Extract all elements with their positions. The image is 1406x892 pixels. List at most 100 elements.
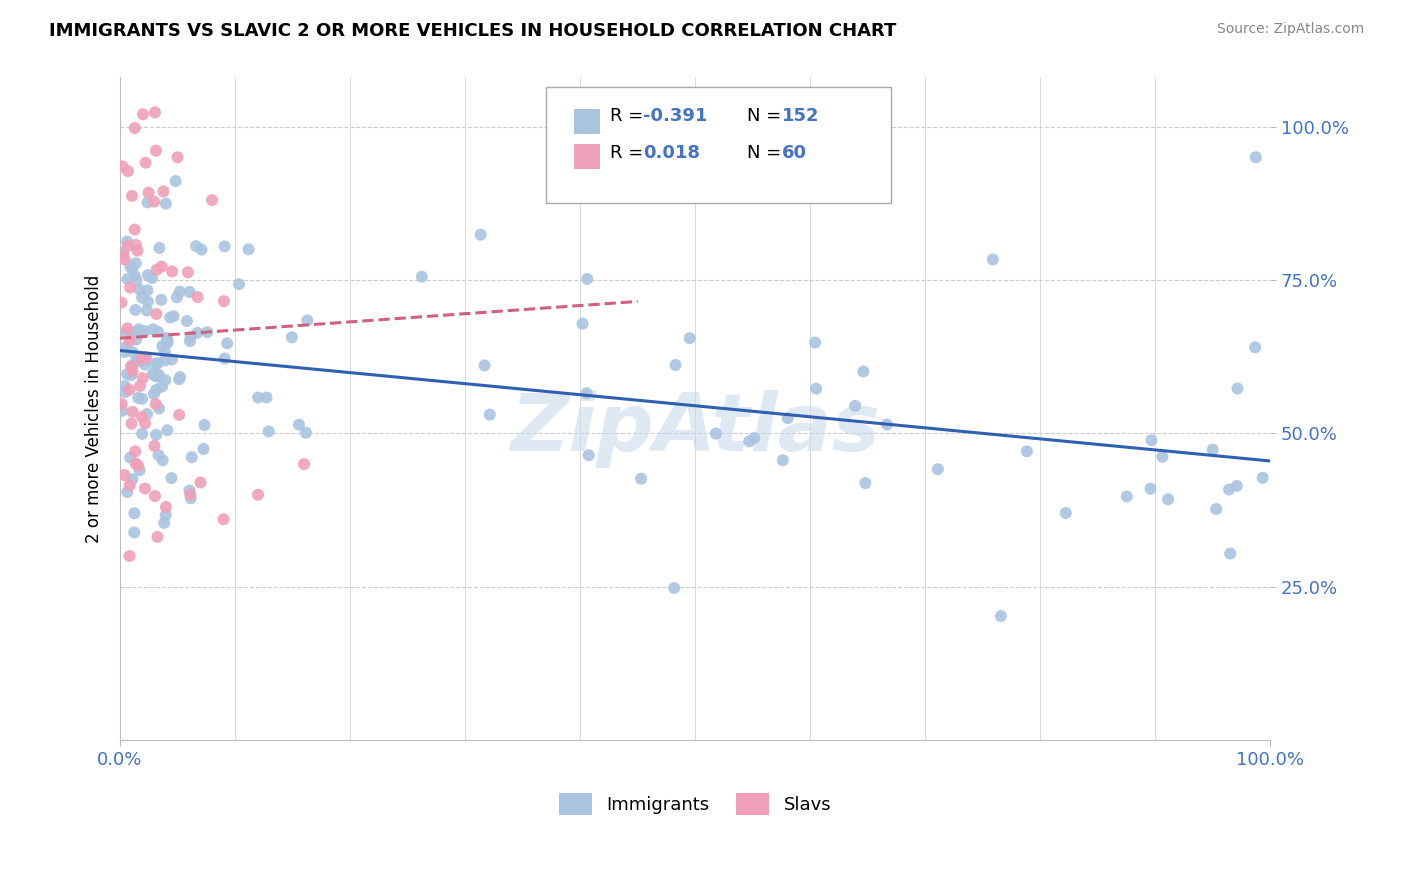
Point bbox=[238, 243, 260, 257]
Point bbox=[136, 268, 159, 282]
Point bbox=[111, 160, 134, 174]
Point bbox=[118, 549, 141, 563]
Point bbox=[1157, 492, 1180, 507]
Point bbox=[143, 194, 166, 209]
Point bbox=[1205, 502, 1227, 516]
Point bbox=[146, 356, 169, 370]
Point bbox=[179, 285, 201, 299]
Point bbox=[180, 330, 202, 344]
Text: Source: ZipAtlas.com: Source: ZipAtlas.com bbox=[1216, 22, 1364, 37]
Point bbox=[664, 358, 686, 372]
Point bbox=[169, 285, 191, 299]
Point bbox=[981, 252, 1004, 267]
Point bbox=[160, 471, 183, 485]
Point bbox=[148, 448, 170, 462]
Point bbox=[117, 272, 139, 286]
Point bbox=[195, 325, 218, 339]
Point bbox=[114, 252, 136, 267]
Point bbox=[143, 439, 166, 453]
Point bbox=[576, 272, 599, 286]
Point bbox=[124, 506, 146, 520]
Point bbox=[111, 245, 134, 260]
Point bbox=[127, 352, 149, 367]
Point bbox=[212, 294, 235, 309]
Point bbox=[679, 331, 702, 345]
Point bbox=[1226, 479, 1249, 493]
Point bbox=[136, 294, 159, 309]
FancyBboxPatch shape bbox=[546, 87, 891, 203]
Point bbox=[257, 425, 280, 439]
Point bbox=[110, 295, 132, 310]
Point bbox=[772, 453, 794, 467]
Point bbox=[1139, 482, 1161, 496]
Text: -0.391: -0.391 bbox=[644, 107, 707, 125]
Point bbox=[124, 222, 146, 236]
Point bbox=[145, 397, 167, 411]
Point bbox=[124, 268, 146, 283]
Point bbox=[474, 359, 496, 373]
Point bbox=[117, 321, 139, 335]
Point bbox=[575, 386, 598, 401]
Point bbox=[201, 193, 224, 207]
Point bbox=[148, 368, 170, 382]
Point bbox=[152, 185, 174, 199]
Point bbox=[125, 274, 148, 288]
Point bbox=[742, 431, 765, 445]
Point bbox=[145, 307, 167, 321]
Point bbox=[288, 417, 311, 432]
Point bbox=[256, 391, 278, 405]
Point bbox=[470, 227, 492, 242]
Point bbox=[128, 463, 150, 477]
Point bbox=[120, 368, 142, 383]
Point bbox=[1218, 483, 1240, 497]
Point bbox=[142, 368, 165, 383]
Point bbox=[117, 485, 139, 500]
Point bbox=[117, 164, 139, 178]
Point bbox=[150, 339, 173, 353]
Point bbox=[166, 290, 188, 304]
Text: N =: N = bbox=[747, 107, 787, 125]
Point bbox=[853, 476, 876, 491]
Point bbox=[145, 262, 167, 277]
Point bbox=[1244, 150, 1267, 164]
Point bbox=[228, 277, 250, 292]
Point bbox=[155, 508, 177, 522]
Point bbox=[1115, 490, 1137, 504]
Point bbox=[121, 405, 143, 419]
Point bbox=[121, 189, 143, 203]
Point bbox=[111, 397, 134, 411]
Point bbox=[136, 195, 159, 210]
Point bbox=[134, 351, 156, 366]
Point bbox=[160, 264, 183, 278]
Point bbox=[142, 367, 165, 381]
Point bbox=[131, 392, 153, 406]
Point bbox=[1219, 547, 1241, 561]
Point bbox=[134, 324, 156, 338]
Point bbox=[927, 462, 949, 476]
Point bbox=[145, 427, 167, 442]
Point bbox=[142, 322, 165, 336]
Point bbox=[132, 353, 155, 368]
Point bbox=[145, 357, 167, 371]
Point bbox=[131, 371, 153, 385]
Point bbox=[135, 303, 157, 318]
Point bbox=[212, 512, 235, 526]
Point bbox=[146, 530, 169, 544]
Point bbox=[292, 457, 315, 471]
Point bbox=[145, 383, 167, 397]
Point bbox=[186, 326, 208, 340]
Point bbox=[1015, 444, 1038, 458]
Point bbox=[127, 391, 149, 405]
Point bbox=[124, 355, 146, 369]
Point bbox=[117, 239, 139, 253]
Text: R =: R = bbox=[610, 107, 650, 125]
Point bbox=[121, 417, 143, 431]
Text: 152: 152 bbox=[782, 107, 818, 125]
Point bbox=[142, 387, 165, 401]
Point bbox=[804, 335, 827, 350]
Point bbox=[876, 417, 898, 432]
Point bbox=[134, 352, 156, 367]
Point bbox=[664, 581, 686, 595]
Point bbox=[150, 379, 173, 393]
Text: 60: 60 bbox=[782, 144, 807, 161]
